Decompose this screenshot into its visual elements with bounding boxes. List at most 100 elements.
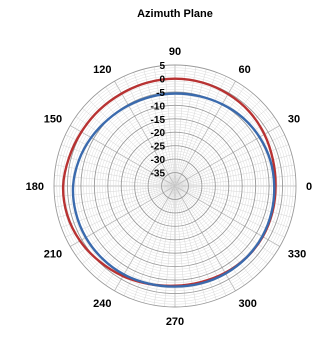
angle-tick-label: 90: [169, 46, 181, 58]
minor-ring: [77, 88, 273, 284]
minor-ring: [166, 177, 184, 195]
minor-ring: [99, 110, 251, 262]
minor-spoke: [174, 93, 253, 187]
minor-spoke: [123, 76, 176, 187]
minor-spoke: [174, 65, 186, 187]
major-spoke: [70, 125, 176, 187]
minor-ring: [131, 142, 219, 230]
angle-tick-label: 30: [288, 114, 300, 126]
major-spoke: [70, 185, 176, 247]
minor-ring: [145, 156, 205, 216]
minor-ring: [91, 102, 259, 270]
minor-ring: [172, 183, 178, 189]
radial-tick-label: -20: [151, 128, 166, 139]
minor-ring: [115, 126, 235, 246]
minor-ring: [69, 80, 281, 292]
angle-tick-label: 60: [239, 64, 251, 76]
minor-ring: [126, 137, 224, 235]
radial-tick-label: -35: [151, 169, 166, 180]
angle-tick-label: 300: [239, 298, 257, 310]
radial-tick-label: 0: [159, 74, 165, 85]
major-spoke: [114, 81, 176, 187]
minor-ring: [153, 164, 197, 208]
radial-tick-label: -30: [151, 155, 166, 166]
angle-tick-label: 120: [93, 64, 111, 76]
minor-ring: [163, 174, 187, 198]
major-ring: [80, 91, 270, 281]
minor-ring: [137, 148, 213, 224]
major-spoke: [174, 125, 280, 187]
minor-spoke: [174, 108, 268, 187]
major-ring: [93, 104, 257, 268]
minor-spoke: [75, 185, 176, 256]
polar-grid: [53, 64, 297, 308]
angle-tick-label: 150: [44, 114, 62, 126]
minor-spoke: [174, 100, 261, 187]
major-ring: [120, 131, 230, 241]
angle-tick-label: 240: [93, 298, 111, 310]
minor-spoke: [174, 86, 245, 187]
radial-tick-label: 5: [159, 61, 165, 72]
radial-tick-label: -5: [156, 88, 165, 99]
minor-ring: [142, 153, 208, 219]
radial-tick-label: -25: [151, 142, 166, 153]
minor-ring: [129, 140, 221, 232]
major-spoke: [114, 185, 176, 291]
minor-spoke: [174, 72, 217, 187]
minor-spoke: [89, 185, 176, 272]
minor-ring: [112, 123, 238, 249]
minor-ring: [158, 169, 192, 203]
minor-ring: [86, 97, 264, 275]
major-ring: [147, 158, 203, 214]
angle-tick-label: 210: [44, 249, 62, 261]
minor-spoke: [61, 185, 176, 228]
minor-spoke: [89, 100, 176, 187]
minor-ring: [59, 70, 291, 302]
minor-spoke: [174, 134, 285, 187]
angle-tick-label: 330: [288, 249, 306, 261]
radial-tick-label: -15: [151, 115, 166, 126]
minor-spoke: [58, 154, 176, 187]
minor-spoke: [82, 108, 176, 187]
minor-ring: [155, 166, 195, 206]
minor-spoke: [105, 86, 176, 187]
minor-spoke: [174, 116, 275, 187]
minor-spoke: [164, 65, 176, 187]
major-ring: [134, 145, 216, 227]
minor-ring: [56, 67, 294, 305]
minor-ring: [139, 150, 211, 222]
major-spoke: [174, 81, 236, 187]
angle-tick-label: 180: [26, 181, 44, 193]
major-ring: [107, 118, 243, 254]
minor-spoke: [55, 185, 176, 208]
minor-spoke: [65, 134, 176, 187]
minor-ring: [110, 121, 240, 251]
minor-ring: [123, 134, 227, 238]
angle-tick-label: 0: [306, 181, 312, 193]
chart-title: Azimuth Plane: [137, 8, 213, 20]
minor-ring: [118, 129, 232, 243]
label-layer: 0 30 60 90 120 150 180 210 240 270 300 330 5 0 -5 -10 -1…: [26, 46, 312, 328]
minor-ring: [169, 180, 181, 192]
minor-spoke: [174, 69, 207, 187]
minor-spoke: [54, 185, 176, 197]
minor-ring: [104, 115, 246, 257]
minor-spoke: [75, 116, 176, 187]
minor-ring: [150, 161, 200, 211]
series-line-2: [71, 92, 276, 288]
minor-ring: [64, 75, 286, 297]
major-ring: [53, 64, 297, 308]
radial-tick-label: -10: [151, 101, 166, 112]
minor-spoke: [143, 69, 176, 187]
series-layer: [61, 77, 277, 288]
minor-spoke: [65, 185, 176, 238]
minor-ring: [96, 107, 254, 265]
minor-spoke: [97, 93, 176, 187]
minor-spoke: [174, 76, 227, 187]
minor-spoke: [58, 185, 176, 218]
minor-spoke: [153, 66, 176, 187]
major-ring: [161, 172, 189, 200]
minor-spoke: [97, 185, 176, 279]
